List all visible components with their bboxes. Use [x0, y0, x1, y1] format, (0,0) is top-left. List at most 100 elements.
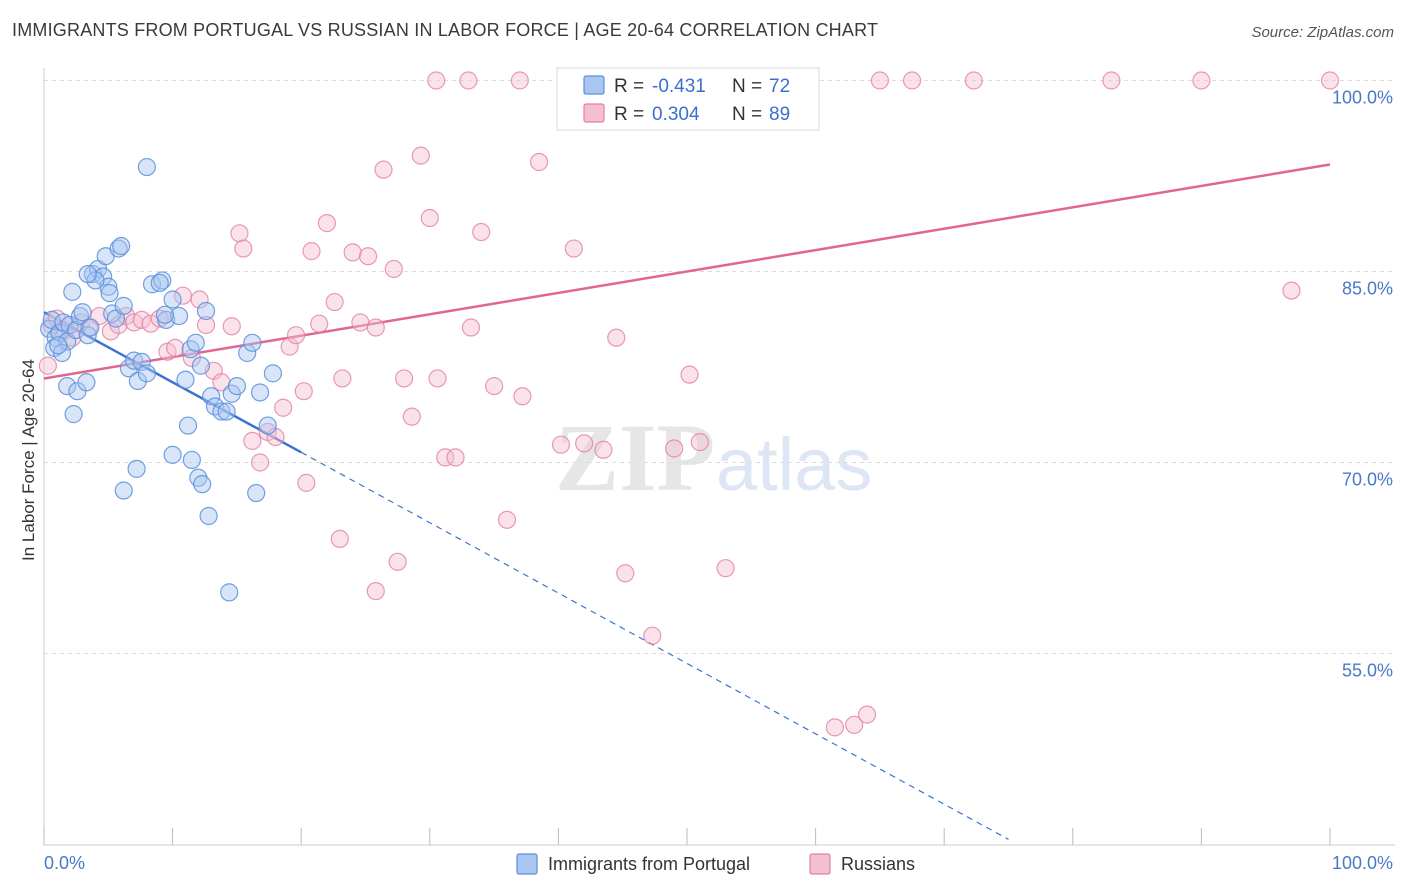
- x-tick-label-0: 0.0%: [44, 853, 85, 873]
- series-russians-points: [38, 71, 1340, 737]
- russians-point-0: [38, 356, 57, 375]
- portugal-point-63: [247, 483, 266, 503]
- portugal-point-71: [81, 318, 100, 337]
- source-credit: Source: ZipAtlas.com: [1251, 24, 1394, 41]
- russians-point-49: [428, 369, 447, 388]
- portugal-point-45: [238, 343, 257, 363]
- russians-point-27: [250, 453, 270, 472]
- chart-title: IMMIGRANTS FROM PORTUGAL VS RUSSIAN IN L…: [12, 20, 879, 40]
- russians-point-38: [333, 369, 352, 388]
- russians-point-88: [330, 529, 349, 549]
- portugal-point-8: [67, 320, 86, 340]
- portugal-point-34: [176, 370, 195, 389]
- portugal-point-46: [243, 333, 262, 352]
- russians-point-33: [294, 382, 313, 401]
- russians-point-51: [446, 448, 465, 467]
- russians-point-85: [388, 552, 407, 571]
- portugal-point-59: [193, 475, 212, 494]
- russians-point-76: [902, 71, 922, 90]
- portugal-point-38: [196, 301, 216, 321]
- russians-point-35: [310, 314, 329, 333]
- portugal-point-69: [78, 264, 97, 284]
- russians-point-84: [510, 71, 529, 90]
- russians-point-74: [857, 705, 877, 724]
- russians-point-77: [964, 71, 983, 90]
- russians-point-81: [1320, 71, 1340, 90]
- portugal-point-56: [155, 305, 174, 324]
- russians-point-75: [870, 71, 890, 90]
- russians-point-34: [302, 242, 321, 261]
- russians-point-41: [358, 247, 378, 266]
- legend-r-value-b: 0.304: [652, 104, 700, 125]
- russians-point-55: [497, 510, 517, 529]
- russians-point-48: [420, 208, 439, 228]
- russians-point-47: [411, 146, 430, 165]
- portugal-point-22: [109, 239, 128, 258]
- russians-point-80: [1282, 281, 1301, 300]
- portugal-point-54: [100, 284, 119, 303]
- russians-point-65: [643, 626, 662, 645]
- series-legend: Immigrants from Portugal Russians: [516, 853, 915, 875]
- russians-point-83: [459, 71, 478, 90]
- axes: [43, 68, 1395, 846]
- russians-point-25: [234, 239, 253, 258]
- portugal-point-66: [220, 583, 239, 602]
- legend-n-label-b: N =: [732, 104, 762, 125]
- russians-point-39: [343, 243, 362, 262]
- portugal-point-37: [191, 356, 210, 375]
- russians-point-22: [212, 373, 231, 392]
- portugal-point-7: [63, 282, 82, 301]
- russians-point-50: [436, 448, 455, 467]
- bottom-legend-label-russians: Russians: [841, 854, 915, 874]
- y-tick-label-3: 100.0%: [1332, 88, 1393, 108]
- russians-point-59: [564, 239, 583, 258]
- y-tick-labels: 55.0% 70.0% 85.0% 100.0%: [1332, 88, 1393, 681]
- russians-point-57: [530, 152, 549, 172]
- russians-point-45: [394, 369, 414, 388]
- russians-point-87: [297, 473, 316, 492]
- russians-point-37: [325, 292, 344, 312]
- russians-point-67: [680, 365, 699, 384]
- bottom-legend-swatch-russians: [809, 853, 831, 875]
- russians-point-58: [551, 435, 571, 454]
- portugal-point-49: [263, 364, 283, 383]
- portugal-point-36: [186, 333, 205, 352]
- portugal-point-25: [124, 351, 144, 370]
- legend-r-value-a: -0.431: [652, 76, 706, 97]
- russians-point-26: [243, 431, 262, 450]
- portugal-point-47: [250, 383, 270, 402]
- russians-point-19: [190, 290, 209, 309]
- russians-point-42: [366, 318, 385, 337]
- legend-r-label-b: R =: [614, 104, 644, 125]
- russians-point-30: [274, 398, 293, 417]
- legend-swatch-russians: [583, 103, 605, 123]
- portugal-point-50: [58, 377, 77, 396]
- portugal-point-65: [178, 416, 198, 435]
- russians-point-46: [402, 407, 421, 426]
- x-tick-label-1: 100.0%: [1332, 853, 1393, 873]
- russians-point-78: [1102, 71, 1121, 90]
- russians-point-36: [317, 214, 337, 233]
- portugal-point-44: [227, 377, 246, 396]
- portugal-point-29: [142, 275, 162, 294]
- russians-point-54: [485, 377, 504, 396]
- russians-point-79: [1192, 71, 1211, 90]
- portugal-point-23: [114, 296, 133, 315]
- russians-point-73: [845, 715, 864, 734]
- russians-point-62: [607, 328, 626, 347]
- russians-point-68: [690, 433, 709, 452]
- portugal-point-41: [212, 402, 231, 421]
- portugal-point-55: [150, 273, 169, 293]
- portugal-point-70: [49, 336, 68, 355]
- legend-r-label-a: R =: [614, 76, 644, 97]
- portugal-point-12: [73, 303, 92, 322]
- correlation-legend: R = -0.431 N = 72 R = 0.304 N = 89: [556, 67, 820, 131]
- portugal-point-48: [258, 416, 277, 435]
- russians-point-72: [825, 718, 844, 737]
- portugal-point-62: [163, 445, 182, 464]
- portugal-point-53: [77, 373, 96, 392]
- russians-point-43: [374, 160, 393, 179]
- portugal-point-30: [153, 271, 172, 290]
- watermark-zip: ZIP: [555, 404, 715, 511]
